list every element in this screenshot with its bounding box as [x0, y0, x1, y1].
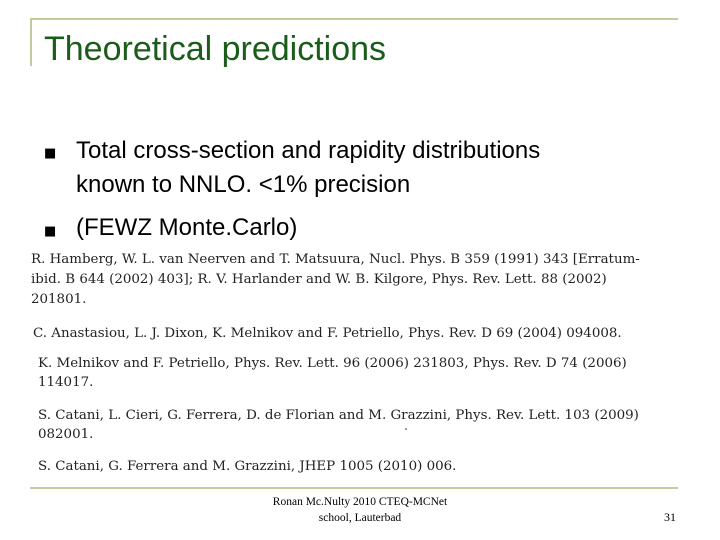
- page-number: 31: [664, 510, 676, 524]
- slide-frame-top: [30, 18, 678, 20]
- footer-line-1: Ronan Mc.Nulty 2010 CTEQ-MCNet: [272, 496, 448, 508]
- slide-frame-left: [30, 18, 32, 66]
- footer-text: Ronan Mc.Nulty 2010 CTEQ-MCNet school, L…: [230, 494, 490, 526]
- slide-title: Theoretical predictions: [44, 30, 387, 68]
- reference-line: R. Hamberg, W. L. van Neerven and T. Mat…: [31, 252, 640, 267]
- bullet-marker-icon: ■: [44, 146, 57, 161]
- reference-line: S. Catani, L. Cieri, G. Ferrera, D. de F…: [38, 408, 639, 423]
- bullet-text-1: Total cross-section and rapidity distrib…: [76, 137, 541, 164]
- reference-line: K. Melnikov and F. Petriello, Phys. Rev.…: [38, 356, 627, 371]
- bullet-text-2: (FEWZ Monte.Carlo): [76, 214, 298, 241]
- reference-line: 114017.: [38, 375, 94, 390]
- scan-speck: [405, 428, 407, 430]
- slide-frame-bottom: [30, 487, 678, 489]
- reference-line: 082001.: [38, 427, 94, 442]
- bullet-text-1-cont: known to NNLO. <1% precision: [76, 171, 411, 198]
- reference-line: C. Anastasiou, L. J. Dixon, K. Melnikov …: [33, 326, 622, 341]
- bullet-marker-icon: ■: [44, 224, 57, 239]
- footer-line-2: school, Lauterbad: [318, 512, 402, 524]
- reference-line: 201801.: [31, 292, 87, 307]
- reference-line: S. Catani, G. Ferrera and M. Grazzini, J…: [38, 459, 457, 474]
- reference-line: ibid. B 644 (2002) 403]; R. V. Harlander…: [31, 272, 607, 287]
